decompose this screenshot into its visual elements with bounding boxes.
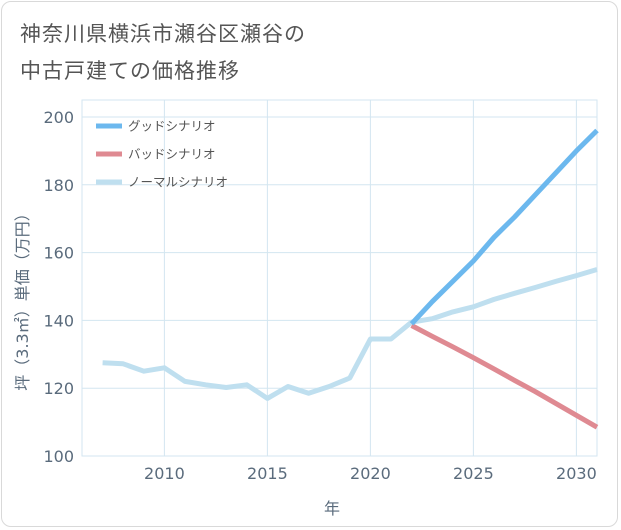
series-lines (102, 128, 599, 430)
x-tick-label: 2015 (247, 464, 288, 483)
legend-label-good: グッドシナリオ (128, 119, 216, 134)
y-tick-label: 160 (43, 244, 74, 263)
title-line-2: 中古戸建ての価格推移 (20, 59, 240, 83)
series-line-bad (410, 323, 599, 430)
y-tick-label: 100 (43, 447, 74, 466)
series-line-normal (102, 267, 598, 401)
legend-label-normal: ノーマルシナリオ (128, 175, 228, 190)
x-axis-label: 年 (324, 499, 340, 518)
x-axis-ticks: 2010 2015 2020 2025 2030 (144, 464, 597, 483)
chart-title: 神奈川県横浜市瀬谷区瀬谷の 中古戸建ての価格推移 (20, 16, 306, 90)
title-line-1: 神奈川県横浜市瀬谷区瀬谷の (20, 22, 306, 46)
legend-label-bad: バッドシナリオ (128, 147, 216, 162)
y-tick-label: 140 (43, 311, 74, 330)
y-tick-label: 200 (43, 108, 74, 127)
y-axis-label: 坪（3.3㎡）単価（万円） (13, 205, 32, 390)
series-line-good (409, 128, 599, 326)
x-tick-label: 2010 (144, 464, 185, 483)
y-tick-label: 180 (43, 176, 74, 195)
y-tick-label: 120 (43, 379, 74, 398)
grid (81, 99, 598, 457)
x-tick-label: 2030 (556, 464, 597, 483)
x-tick-label: 2025 (453, 464, 494, 483)
y-axis-ticks: 100 120 140 160 180 200 (43, 108, 74, 466)
x-tick-label: 2020 (350, 464, 391, 483)
